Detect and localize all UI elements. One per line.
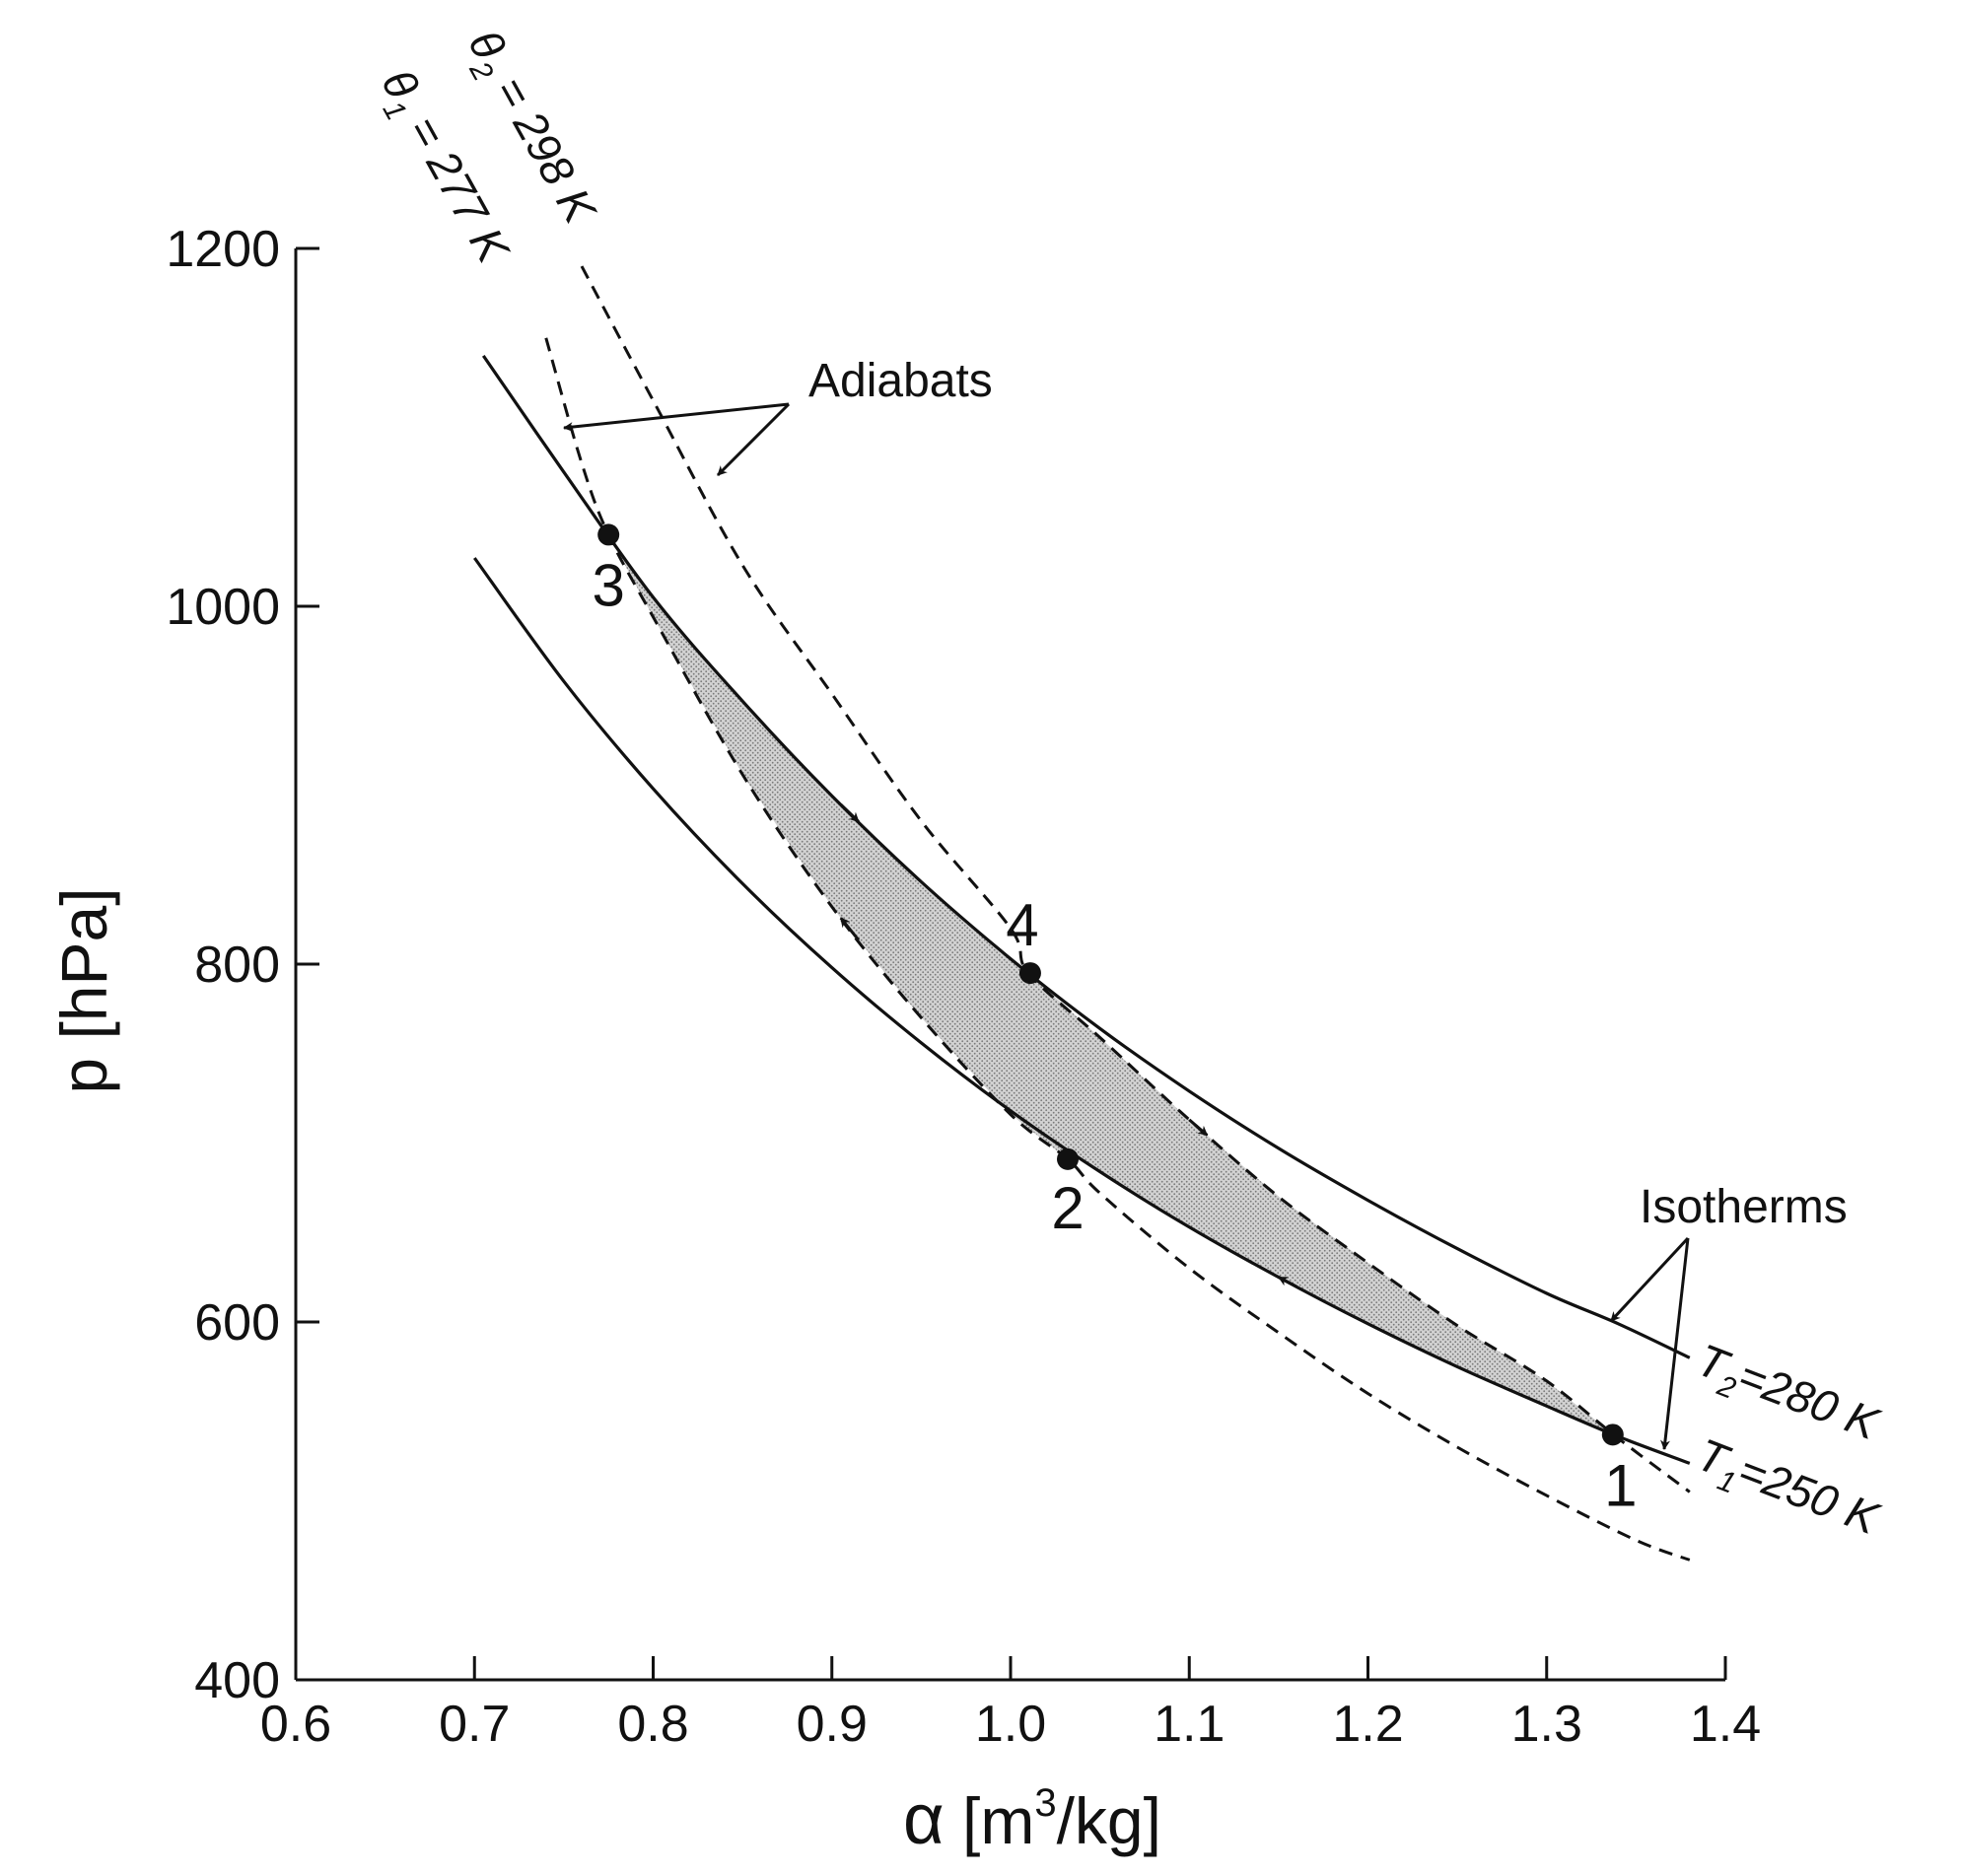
x-axis-unit-prefix: [m [945, 1784, 1035, 1857]
x-tick-label: 0.6 [260, 1696, 331, 1753]
arrow-4-to-1 [1188, 1118, 1209, 1137]
x-tick-label: 0.9 [797, 1696, 868, 1753]
adiabats-arrow-2 [716, 402, 791, 477]
cycle-direction-arrows [839, 803, 1297, 1288]
x-tick-label: 1.4 [1690, 1696, 1761, 1753]
x-tick-label: 0.8 [617, 1696, 688, 1753]
x-tick-label: 1.0 [975, 1696, 1046, 1753]
isotherm-t1-curve [473, 557, 1691, 1465]
cycle-point-label-4: 4 [1006, 892, 1038, 958]
cycle-point-label-2: 2 [1051, 1175, 1084, 1241]
x-tick-label: 1.1 [1154, 1696, 1225, 1753]
y-tick-label: 400 [194, 1652, 280, 1709]
cycle-area [608, 534, 1613, 1434]
cycle-point-4 [1018, 962, 1041, 985]
cycle-point-label-3: 3 [593, 552, 625, 618]
cycle-point-3 [597, 523, 620, 546]
isotherms-annotation: Isotherms [1640, 1181, 1848, 1233]
cycle-points-layer: 1 2 3 4 [593, 523, 1638, 1518]
arrow-1-to-2 [1278, 1276, 1297, 1288]
theta1-label-rest: = 277 K [391, 97, 520, 272]
x-axis-symbol: α [903, 1780, 945, 1859]
arrow-3-to-4 [839, 803, 860, 823]
adiabats-annotation: Adiabats [808, 355, 993, 407]
x-axis-unit-superscript: 3 [1034, 1781, 1056, 1825]
cycle-point-2 [1057, 1147, 1079, 1170]
x-axis-title: α [m3/kg] [903, 1780, 1161, 1859]
y-tick-label: 600 [194, 1294, 280, 1352]
y-ticks: 400 600 800 1000 1200 [166, 221, 319, 1709]
isotherms-arrow-2 [1660, 1237, 1690, 1450]
cycle-point-label-1: 1 [1604, 1452, 1637, 1518]
x-tick-label: 1.3 [1511, 1696, 1582, 1753]
isotherm-t1-label: T1=250 K [1687, 1428, 1887, 1554]
x-axis-unit-suffix: /kg] [1057, 1784, 1161, 1857]
x-tick-label: 1.2 [1332, 1696, 1403, 1753]
adiabat-theta2-curve [580, 265, 1691, 1494]
isotherm-t2-curve [481, 354, 1691, 1359]
y-tick-label: 800 [194, 937, 280, 994]
arrow-2-to-3 [839, 917, 861, 941]
t1-label-rest: =250 K [1731, 1444, 1887, 1545]
y-tick-label: 1200 [166, 221, 280, 278]
isotherms-arrow-1 [1609, 1236, 1690, 1323]
x-tick-label: 0.7 [439, 1696, 510, 1753]
cycle-point-1 [1601, 1424, 1624, 1446]
t2-label-rest: =280 K [1731, 1350, 1887, 1450]
y-axis-title: p [hPa] [47, 887, 120, 1093]
adiabat-theta1-curve [544, 337, 1691, 1562]
x-ticks: 0.6 0.7 0.8 0.9 1.0 1.1 1.2 1.3 1.4 [260, 1656, 1761, 1753]
adiabats-arrow-1 [563, 402, 790, 433]
y-tick-label: 1000 [166, 579, 280, 636]
